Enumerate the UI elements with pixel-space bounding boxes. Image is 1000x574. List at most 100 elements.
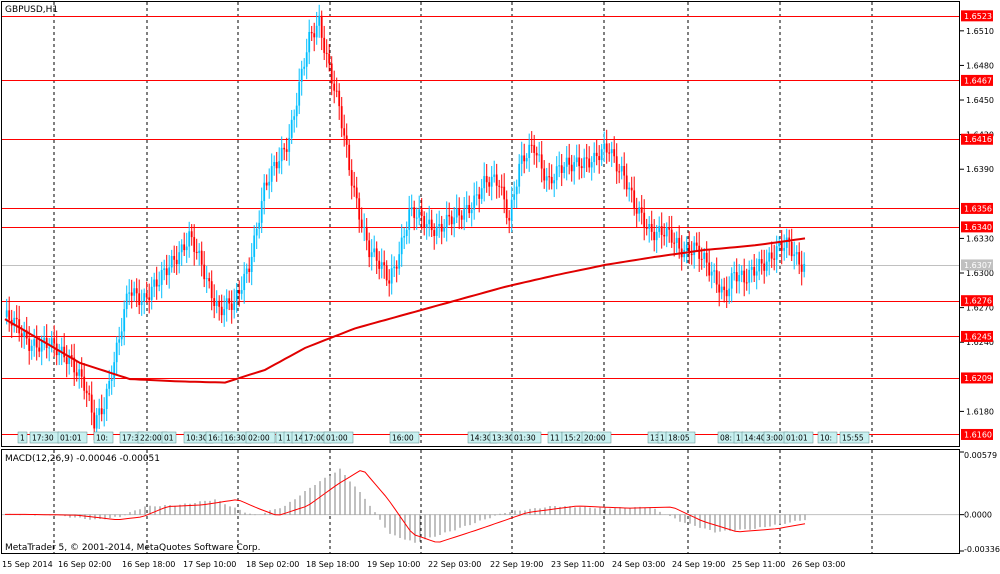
bull-candle[interactable] <box>410 207 413 210</box>
bear-candle[interactable] <box>530 144 533 146</box>
bear-candle[interactable] <box>53 338 56 344</box>
bull-candle[interactable] <box>793 254 796 257</box>
bull-candle[interactable] <box>48 347 51 349</box>
price-level-tag[interactable] <box>961 330 993 342</box>
current-price-tag[interactable] <box>961 259 993 271</box>
bear-candle[interactable] <box>715 270 718 285</box>
bear-candle[interactable] <box>85 390 88 394</box>
bull-candle[interactable] <box>603 143 606 150</box>
bull-candle[interactable] <box>133 288 136 296</box>
bear-candle[interactable] <box>688 244 691 254</box>
event-marker[interactable] <box>783 431 814 444</box>
bull-candle[interactable] <box>68 355 71 365</box>
bull-candle[interactable] <box>405 229 408 237</box>
bull-candle[interactable] <box>783 247 786 251</box>
bull-candle[interactable] <box>710 271 713 276</box>
bear-candle[interactable] <box>155 279 158 287</box>
bull-candle[interactable] <box>658 226 661 232</box>
price-level-tag[interactable] <box>961 133 993 145</box>
bull-candle[interactable] <box>123 309 126 332</box>
bull-candle[interactable] <box>380 262 383 269</box>
bull-candle[interactable] <box>153 279 156 287</box>
bear-candle[interactable] <box>310 32 313 34</box>
bull-candle[interactable] <box>125 293 128 310</box>
bull-candle[interactable] <box>538 154 541 156</box>
bear-candle[interactable] <box>560 165 563 173</box>
bear-candle[interactable] <box>540 154 543 169</box>
bull-candle[interactable] <box>575 157 578 163</box>
bull-candle[interactable] <box>118 339 121 343</box>
bear-candle[interactable] <box>440 223 443 232</box>
bear-candle[interactable] <box>653 231 656 241</box>
bear-candle[interactable] <box>660 226 663 235</box>
bull-candle[interactable] <box>273 161 276 167</box>
bull-candle[interactable] <box>170 255 173 268</box>
bull-candle[interactable] <box>160 269 163 285</box>
event-marker[interactable] <box>245 431 276 444</box>
price-axis[interactable]: 1.65101.64801.64501.64201.63901.63301.63… <box>960 10 1000 554</box>
bull-candle[interactable] <box>620 165 623 172</box>
bull-candle[interactable] <box>483 176 486 189</box>
price-level-tag[interactable] <box>961 10 993 22</box>
bear-candle[interactable] <box>595 152 598 157</box>
bull-candle[interactable] <box>198 250 201 254</box>
bull-candle[interactable] <box>255 228 258 236</box>
bull-candle[interactable] <box>778 242 781 247</box>
bull-candle[interactable] <box>733 272 736 274</box>
bear-candle[interactable] <box>383 262 386 266</box>
bull-candle[interactable] <box>600 149 603 161</box>
bull-candle[interactable] <box>740 270 743 276</box>
bull-candle[interactable] <box>435 226 438 236</box>
bull-candle[interactable] <box>108 380 111 389</box>
bull-candle[interactable] <box>245 268 248 274</box>
bear-candle[interactable] <box>148 297 151 300</box>
bear-candle[interactable] <box>618 171 621 173</box>
bear-candle[interactable] <box>570 164 573 172</box>
bull-candle[interactable] <box>150 286 153 300</box>
bear-candle[interactable] <box>433 230 436 236</box>
event-marker[interactable] <box>323 431 354 444</box>
bear-candle[interactable] <box>588 158 591 168</box>
bull-candle[interactable] <box>510 199 513 221</box>
bear-candle[interactable] <box>485 176 488 183</box>
bear-candle[interactable] <box>708 262 711 276</box>
bear-candle[interactable] <box>335 90 338 92</box>
bear-candle[interactable] <box>230 303 233 310</box>
bull-candle[interactable] <box>453 217 456 225</box>
bear-candle[interactable] <box>378 260 381 269</box>
bull-candle[interactable] <box>398 254 401 269</box>
bull-candle[interactable] <box>750 267 753 270</box>
bull-candle[interactable] <box>438 223 441 227</box>
event-marker[interactable] <box>511 431 542 444</box>
bear-candle[interactable] <box>145 293 148 298</box>
event-marker[interactable] <box>161 431 177 444</box>
bear-candle[interactable] <box>18 319 21 334</box>
bear-candle[interactable] <box>195 251 198 254</box>
bear-candle[interactable] <box>320 15 323 38</box>
bull-candle[interactable] <box>270 166 273 182</box>
bull-candle[interactable] <box>243 273 246 291</box>
bear-candle[interactable] <box>780 242 783 251</box>
bear-candle[interactable] <box>325 52 328 54</box>
bear-candle[interactable] <box>173 255 176 260</box>
bull-candle[interactable] <box>33 339 36 346</box>
bull-candle[interactable] <box>188 231 191 247</box>
bear-candle[interactable] <box>323 37 326 53</box>
bull-candle[interactable] <box>95 415 98 429</box>
bear-candle[interactable] <box>275 161 278 169</box>
bull-candle[interactable] <box>418 209 421 218</box>
bear-candle[interactable] <box>338 90 341 107</box>
bear-candle[interactable] <box>608 152 611 154</box>
bull-candle[interactable] <box>370 252 373 258</box>
bear-candle[interactable] <box>495 174 498 186</box>
bull-candle[interactable] <box>565 157 568 167</box>
bull-candle[interactable] <box>263 182 266 202</box>
bear-candle[interactable] <box>643 212 646 228</box>
price-level-tag[interactable] <box>961 74 993 86</box>
bull-candle[interactable] <box>30 345 33 351</box>
bear-candle[interactable] <box>38 347 41 352</box>
bear-candle[interactable] <box>550 176 553 184</box>
bear-candle[interactable] <box>80 369 83 377</box>
bear-candle[interactable] <box>75 372 78 376</box>
bear-candle[interactable] <box>773 258 776 260</box>
